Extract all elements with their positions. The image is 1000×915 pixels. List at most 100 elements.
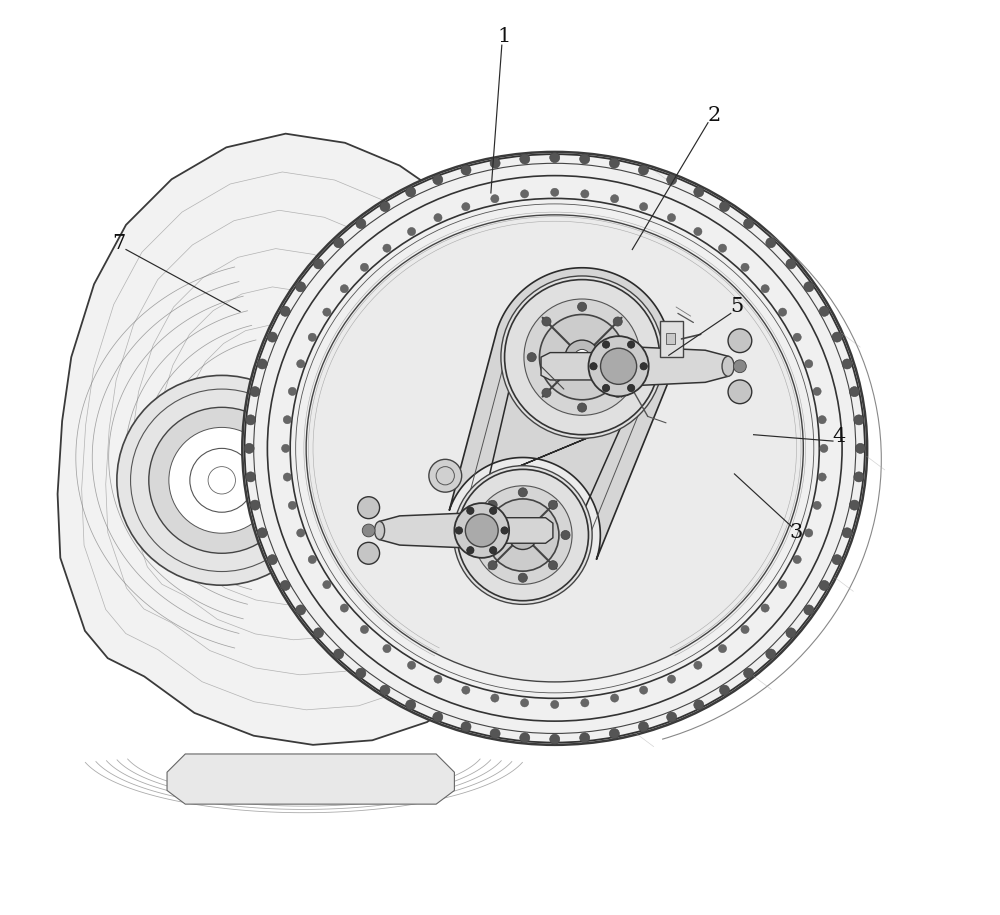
Text: 2: 2 — [708, 106, 721, 125]
Circle shape — [611, 694, 619, 702]
Circle shape — [520, 733, 530, 743]
Circle shape — [718, 244, 727, 253]
Circle shape — [453, 466, 592, 605]
Circle shape — [250, 501, 260, 511]
Circle shape — [539, 315, 625, 400]
Circle shape — [819, 580, 829, 590]
Text: 5: 5 — [731, 297, 744, 317]
Polygon shape — [58, 134, 523, 745]
Circle shape — [640, 362, 647, 370]
Circle shape — [340, 285, 348, 293]
Circle shape — [323, 580, 331, 588]
Circle shape — [832, 554, 842, 565]
Circle shape — [580, 733, 590, 743]
Circle shape — [406, 187, 416, 197]
Circle shape — [611, 195, 619, 203]
Circle shape — [520, 699, 529, 707]
Circle shape — [804, 282, 814, 292]
Circle shape — [813, 501, 821, 510]
Circle shape — [578, 302, 587, 311]
Circle shape — [340, 604, 348, 612]
Text: 4: 4 — [833, 427, 846, 446]
Circle shape — [244, 444, 254, 454]
Circle shape — [488, 561, 497, 570]
Circle shape — [383, 644, 391, 652]
Circle shape — [455, 527, 463, 534]
Circle shape — [462, 202, 470, 210]
Circle shape — [734, 360, 746, 372]
Circle shape — [609, 158, 619, 168]
Circle shape — [581, 189, 589, 198]
Circle shape — [550, 153, 560, 163]
Circle shape — [434, 213, 442, 221]
Circle shape — [786, 259, 796, 269]
Circle shape — [267, 554, 277, 565]
Circle shape — [433, 712, 443, 722]
Text: 7: 7 — [112, 233, 125, 253]
Circle shape — [588, 336, 649, 396]
Circle shape — [832, 332, 842, 342]
Circle shape — [667, 213, 676, 221]
Circle shape — [334, 238, 344, 248]
Ellipse shape — [242, 152, 867, 745]
Circle shape — [406, 700, 416, 710]
Circle shape — [581, 699, 589, 707]
Circle shape — [257, 528, 267, 538]
Circle shape — [667, 175, 677, 185]
Circle shape — [429, 459, 462, 492]
Circle shape — [628, 352, 637, 361]
Circle shape — [694, 700, 704, 710]
Circle shape — [508, 521, 537, 550]
Circle shape — [308, 555, 316, 564]
Circle shape — [805, 529, 813, 537]
Circle shape — [296, 282, 306, 292]
Circle shape — [490, 158, 500, 168]
Circle shape — [149, 407, 295, 554]
Circle shape — [516, 529, 529, 542]
Circle shape — [288, 387, 296, 395]
Circle shape — [490, 507, 497, 514]
Circle shape — [334, 649, 344, 659]
Circle shape — [461, 165, 471, 175]
Circle shape — [766, 649, 776, 659]
Polygon shape — [619, 346, 728, 386]
Circle shape — [609, 728, 619, 738]
Circle shape — [474, 486, 572, 585]
Circle shape — [842, 528, 852, 538]
Circle shape — [434, 675, 442, 684]
Circle shape — [490, 728, 500, 738]
Circle shape — [601, 349, 637, 384]
Circle shape — [694, 228, 702, 236]
Circle shape — [288, 501, 296, 510]
Circle shape — [741, 264, 749, 272]
Circle shape — [297, 529, 305, 537]
Circle shape — [744, 219, 754, 229]
Polygon shape — [541, 352, 614, 380]
Circle shape — [360, 625, 369, 633]
Circle shape — [380, 685, 390, 695]
Circle shape — [407, 228, 416, 236]
Circle shape — [246, 472, 256, 482]
Circle shape — [640, 202, 648, 210]
Circle shape — [565, 340, 599, 374]
Circle shape — [550, 734, 560, 744]
Circle shape — [793, 333, 801, 341]
Circle shape — [778, 308, 787, 317]
Circle shape — [358, 543, 380, 565]
Circle shape — [407, 662, 416, 669]
Circle shape — [518, 573, 527, 582]
Circle shape — [805, 360, 813, 368]
Circle shape — [718, 644, 727, 652]
Circle shape — [590, 362, 597, 370]
Circle shape — [728, 328, 752, 352]
Circle shape — [667, 675, 676, 684]
Circle shape — [640, 686, 648, 694]
Circle shape — [296, 605, 306, 615]
Circle shape — [719, 685, 730, 695]
Circle shape — [527, 352, 536, 361]
Circle shape — [358, 497, 380, 519]
Circle shape — [501, 527, 508, 534]
Circle shape — [542, 317, 551, 326]
Circle shape — [574, 350, 590, 365]
Circle shape — [818, 473, 826, 481]
